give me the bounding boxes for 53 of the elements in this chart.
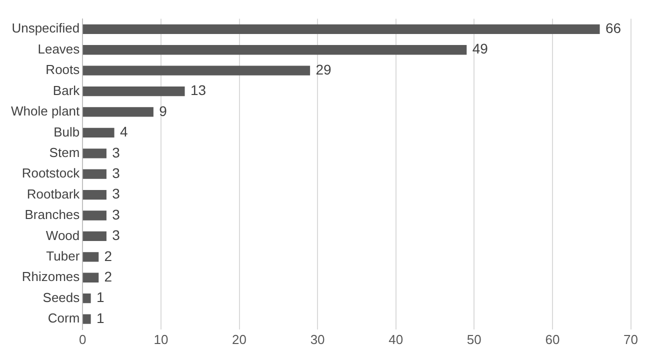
bar [82, 128, 114, 138]
bar [82, 45, 467, 55]
y-tick-label: Unspecified [12, 20, 80, 36]
y-tick-label: Wood [46, 228, 80, 243]
y-tick-label: Branches [24, 207, 80, 222]
y-tick-label: Bulb [54, 124, 80, 140]
data-label: 2 [104, 268, 112, 284]
data-label: 66 [605, 20, 622, 36]
data-label: 2 [104, 248, 112, 264]
bar [82, 169, 106, 179]
data-label: 3 [112, 164, 120, 181]
data-label: 3 [112, 227, 120, 244]
x-tick-label: 0 [79, 332, 86, 347]
data-label: 3 [112, 206, 120, 222]
data-label: 1 [96, 289, 104, 306]
x-tick-label: 10 [154, 332, 168, 347]
data-label: 49 [472, 40, 488, 57]
x-tick-label: 30 [310, 332, 325, 347]
y-tick-label: Whole plant [10, 104, 80, 119]
x-tick-label: 50 [466, 332, 482, 347]
x-tick-label: 70 [624, 332, 638, 347]
bar [82, 272, 99, 282]
y-tick-label: Seeds [42, 290, 80, 305]
y-tick-label: Rhizomes [22, 269, 80, 284]
y-tick-label: Bark [52, 82, 80, 98]
x-tick-label: 60 [545, 332, 560, 347]
y-tick-label: Stem [49, 144, 80, 160]
bar [82, 314, 91, 324]
data-label: 29 [316, 61, 332, 78]
bar [82, 190, 106, 200]
y-tick-label: Roots [46, 62, 80, 78]
data-label: 3 [112, 144, 120, 160]
bar [82, 24, 600, 34]
x-tick-label: 20 [232, 332, 246, 347]
y-tick-label: Leaves [38, 41, 80, 56]
y-tick-label: Corm [48, 310, 80, 326]
data-label: 1 [96, 310, 104, 326]
x-tick-label: 40 [388, 332, 404, 347]
data-label: 9 [159, 102, 168, 119]
data-label: 13 [190, 82, 206, 98]
y-tick-label: Rootbark [26, 186, 80, 202]
bar [82, 107, 154, 117]
bar [82, 231, 106, 242]
data-label: 4 [120, 124, 128, 140]
y-tick-label: Tuber [46, 248, 80, 264]
bar [82, 210, 106, 220]
y-tick-label: Rootstock [22, 166, 80, 181]
bar [82, 294, 91, 304]
bar [82, 86, 185, 96]
bar [82, 252, 99, 262]
bar [82, 148, 106, 158]
data-label: 3 [112, 186, 120, 202]
bar [82, 66, 310, 76]
